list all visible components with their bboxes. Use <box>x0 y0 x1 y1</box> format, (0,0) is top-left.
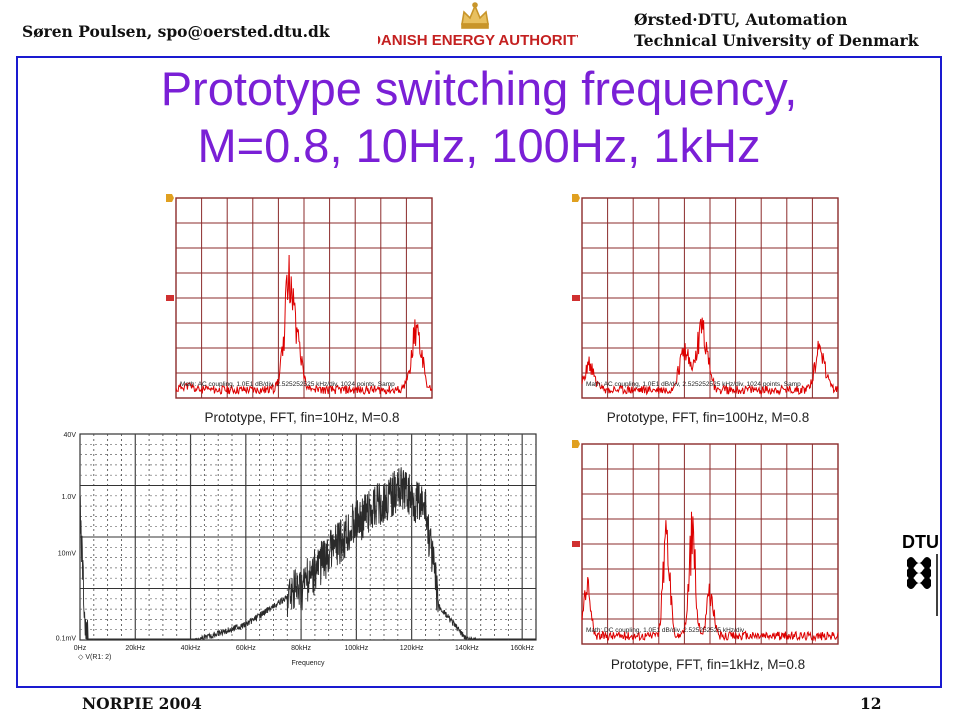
x-tick-label: 100kHz <box>344 645 368 652</box>
trigger-marker-icon <box>572 194 580 202</box>
fft-plot-100hz: Math: AC coupling, 1.0E1 dB/div, 2.52525… <box>572 194 839 399</box>
legend-label: ◇ V(R1: 2) <box>78 654 111 661</box>
x-tick-label: 160kHz <box>510 645 534 652</box>
dtu-waves-icon <box>907 557 931 589</box>
title-line-2: M=0.8, 10Hz, 100Hz, 1kHz <box>197 119 761 172</box>
slide-frame <box>16 56 942 688</box>
x-tick-label: 40kHz <box>181 645 201 652</box>
dtu-logo: DTU <box>902 532 939 616</box>
fft-trace <box>581 511 839 642</box>
institution-line-1: Ørsted·DTU, Automation <box>634 10 848 29</box>
scope-note: Math: AC coupling, 1.0E1 dB/div, 2.52525… <box>180 381 395 388</box>
crown-icon <box>461 2 489 29</box>
caption-fft-10hz: Prototype, FFT, fin=10Hz, M=0.8 <box>204 410 400 425</box>
logo-text: DANISH ENERGY AUTHORITY <box>378 32 578 49</box>
reference-marker-icon <box>572 541 580 547</box>
author-line: Søren Poulsen, spo@oersted.dtu.dk <box>22 22 330 41</box>
x-tick-label: 0Hz <box>74 645 87 652</box>
scope-grid <box>175 197 433 399</box>
fft-plot-1khz: Math: DC coupling, 1.0E1 dB/div, 2.52525… <box>572 440 839 645</box>
caption-fft-100hz: Prototype, FFT, fin=100Hz, M=0.8 <box>606 410 810 425</box>
slide-title: Prototype switching frequency, M=0.8, 10… <box>16 60 942 174</box>
institution-block: Ørsted·DTU, Automation Technical Univers… <box>634 9 918 51</box>
caption-fft-1khz: Prototype, FFT, fin=1kHz, M=0.8 <box>610 657 806 672</box>
spectrum-trace <box>79 467 536 641</box>
fft-trace <box>581 317 839 397</box>
footer-conference: NORPIE 2004 <box>82 694 202 713</box>
x-tick-label: 80kHz <box>291 645 311 652</box>
x-tick-label: 120kHz <box>400 645 424 652</box>
danish-energy-authority-logo: DANISH ENERGY AUTHORITY <box>378 2 578 49</box>
fft-plot-10hz: Math: AC coupling, 1.0E1 dB/div, 2.52525… <box>166 194 433 399</box>
spectrum-grid <box>79 433 537 641</box>
scope-note: Math: AC coupling, 1.0E1 dB/div, 2.52525… <box>586 381 801 388</box>
reference-marker-icon <box>572 295 580 301</box>
reference-marker-icon <box>166 295 174 301</box>
y-tick-label: 0.1mV <box>56 635 77 642</box>
footer-page-number: 12 <box>860 694 882 713</box>
simulation-spectrum-plot: 40V 1.0V 10mV 0.1mV 0Hz 20kHz 40kHz 60kHz 80kHz 1… <box>56 432 537 667</box>
y-tick-label: 1.0V <box>62 494 77 501</box>
scope-grid <box>581 443 839 645</box>
scope-note: Math: DC coupling, 1.0E1 dB/div, 2.52525… <box>586 627 745 634</box>
dtu-logo-text: DTU <box>902 532 939 552</box>
institution-line-2: Technical University of Denmark <box>634 31 919 50</box>
y-tick-label: 10mV <box>58 550 77 557</box>
title-line-1: Prototype switching frequency, <box>160 62 798 115</box>
trigger-marker-icon <box>166 194 174 202</box>
y-tick-label: 40V <box>64 432 77 439</box>
x-tick-label: 140kHz <box>455 645 479 652</box>
x-axis-label: Frequency <box>291 660 325 667</box>
fft-trace <box>175 254 433 395</box>
x-tick-label: 60kHz <box>236 645 256 652</box>
x-tick-label: 20kHz <box>125 645 145 652</box>
trigger-marker-icon <box>572 440 580 448</box>
